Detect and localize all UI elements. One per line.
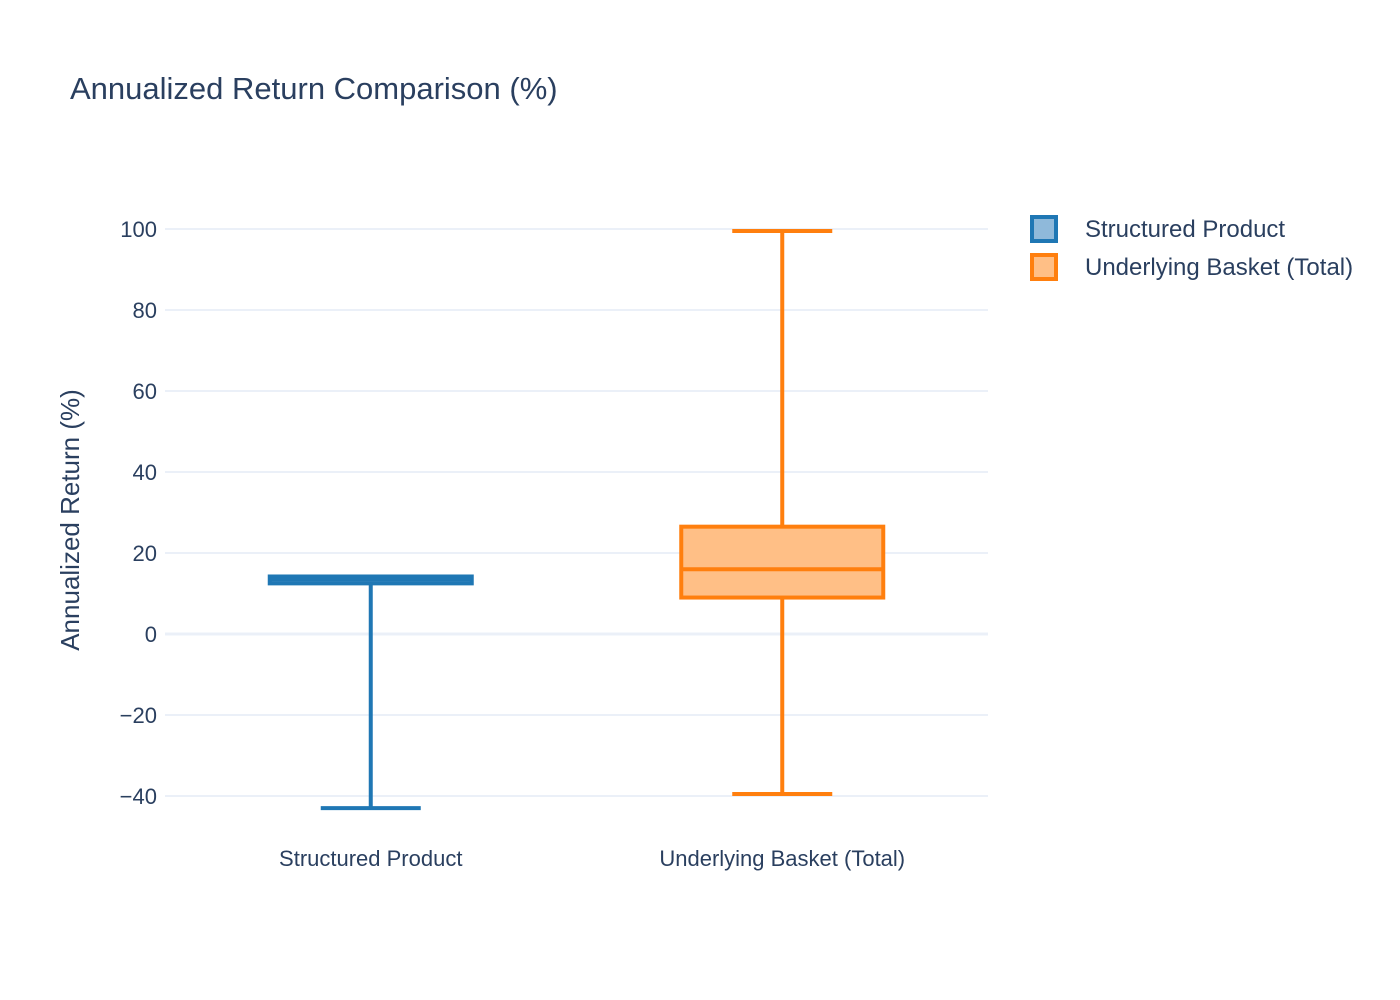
y-tick-label: −20	[120, 703, 157, 728]
y-tick-label: 100	[120, 217, 157, 242]
legend-swatch	[1030, 215, 1058, 243]
y-tick-label: 20	[133, 541, 157, 566]
legend-label: Structured Product	[1085, 216, 1285, 243]
gridlines	[165, 228, 988, 797]
legend-item-underlying-basket-total[interactable]: Underlying Basket (Total)	[1030, 253, 1353, 281]
y-tick-label: 40	[133, 460, 157, 485]
legend-swatch	[1030, 253, 1058, 281]
y-axis-title: Annualized Return (%)	[55, 389, 85, 651]
box-series	[267, 229, 886, 811]
y-axis-ticks: 100 80 60 40 20 0 −20 −40	[120, 217, 157, 809]
box-structured-product[interactable]	[267, 574, 474, 811]
y-tick-label: 80	[133, 298, 157, 323]
x-tick-label: Structured Product	[279, 846, 462, 871]
legend-item-structured-product[interactable]: Structured Product	[1030, 215, 1285, 243]
box-underlying-basket-total[interactable]	[679, 229, 886, 796]
legend[interactable]: Structured Product Underlying Basket (Tot…	[1030, 215, 1353, 281]
y-tick-label: 60	[133, 379, 157, 404]
x-tick-label: Underlying Basket (Total)	[659, 846, 905, 871]
y-tick-label: −40	[120, 784, 157, 809]
x-axis-ticks: Structured Product Underlying Basket (Tot…	[279, 846, 905, 871]
y-tick-label: 0	[145, 622, 157, 647]
iqr-box[interactable]	[679, 524, 886, 600]
legend-label: Underlying Basket (Total)	[1085, 254, 1353, 281]
chart-title: Annualized Return Comparison (%)	[70, 71, 558, 106]
